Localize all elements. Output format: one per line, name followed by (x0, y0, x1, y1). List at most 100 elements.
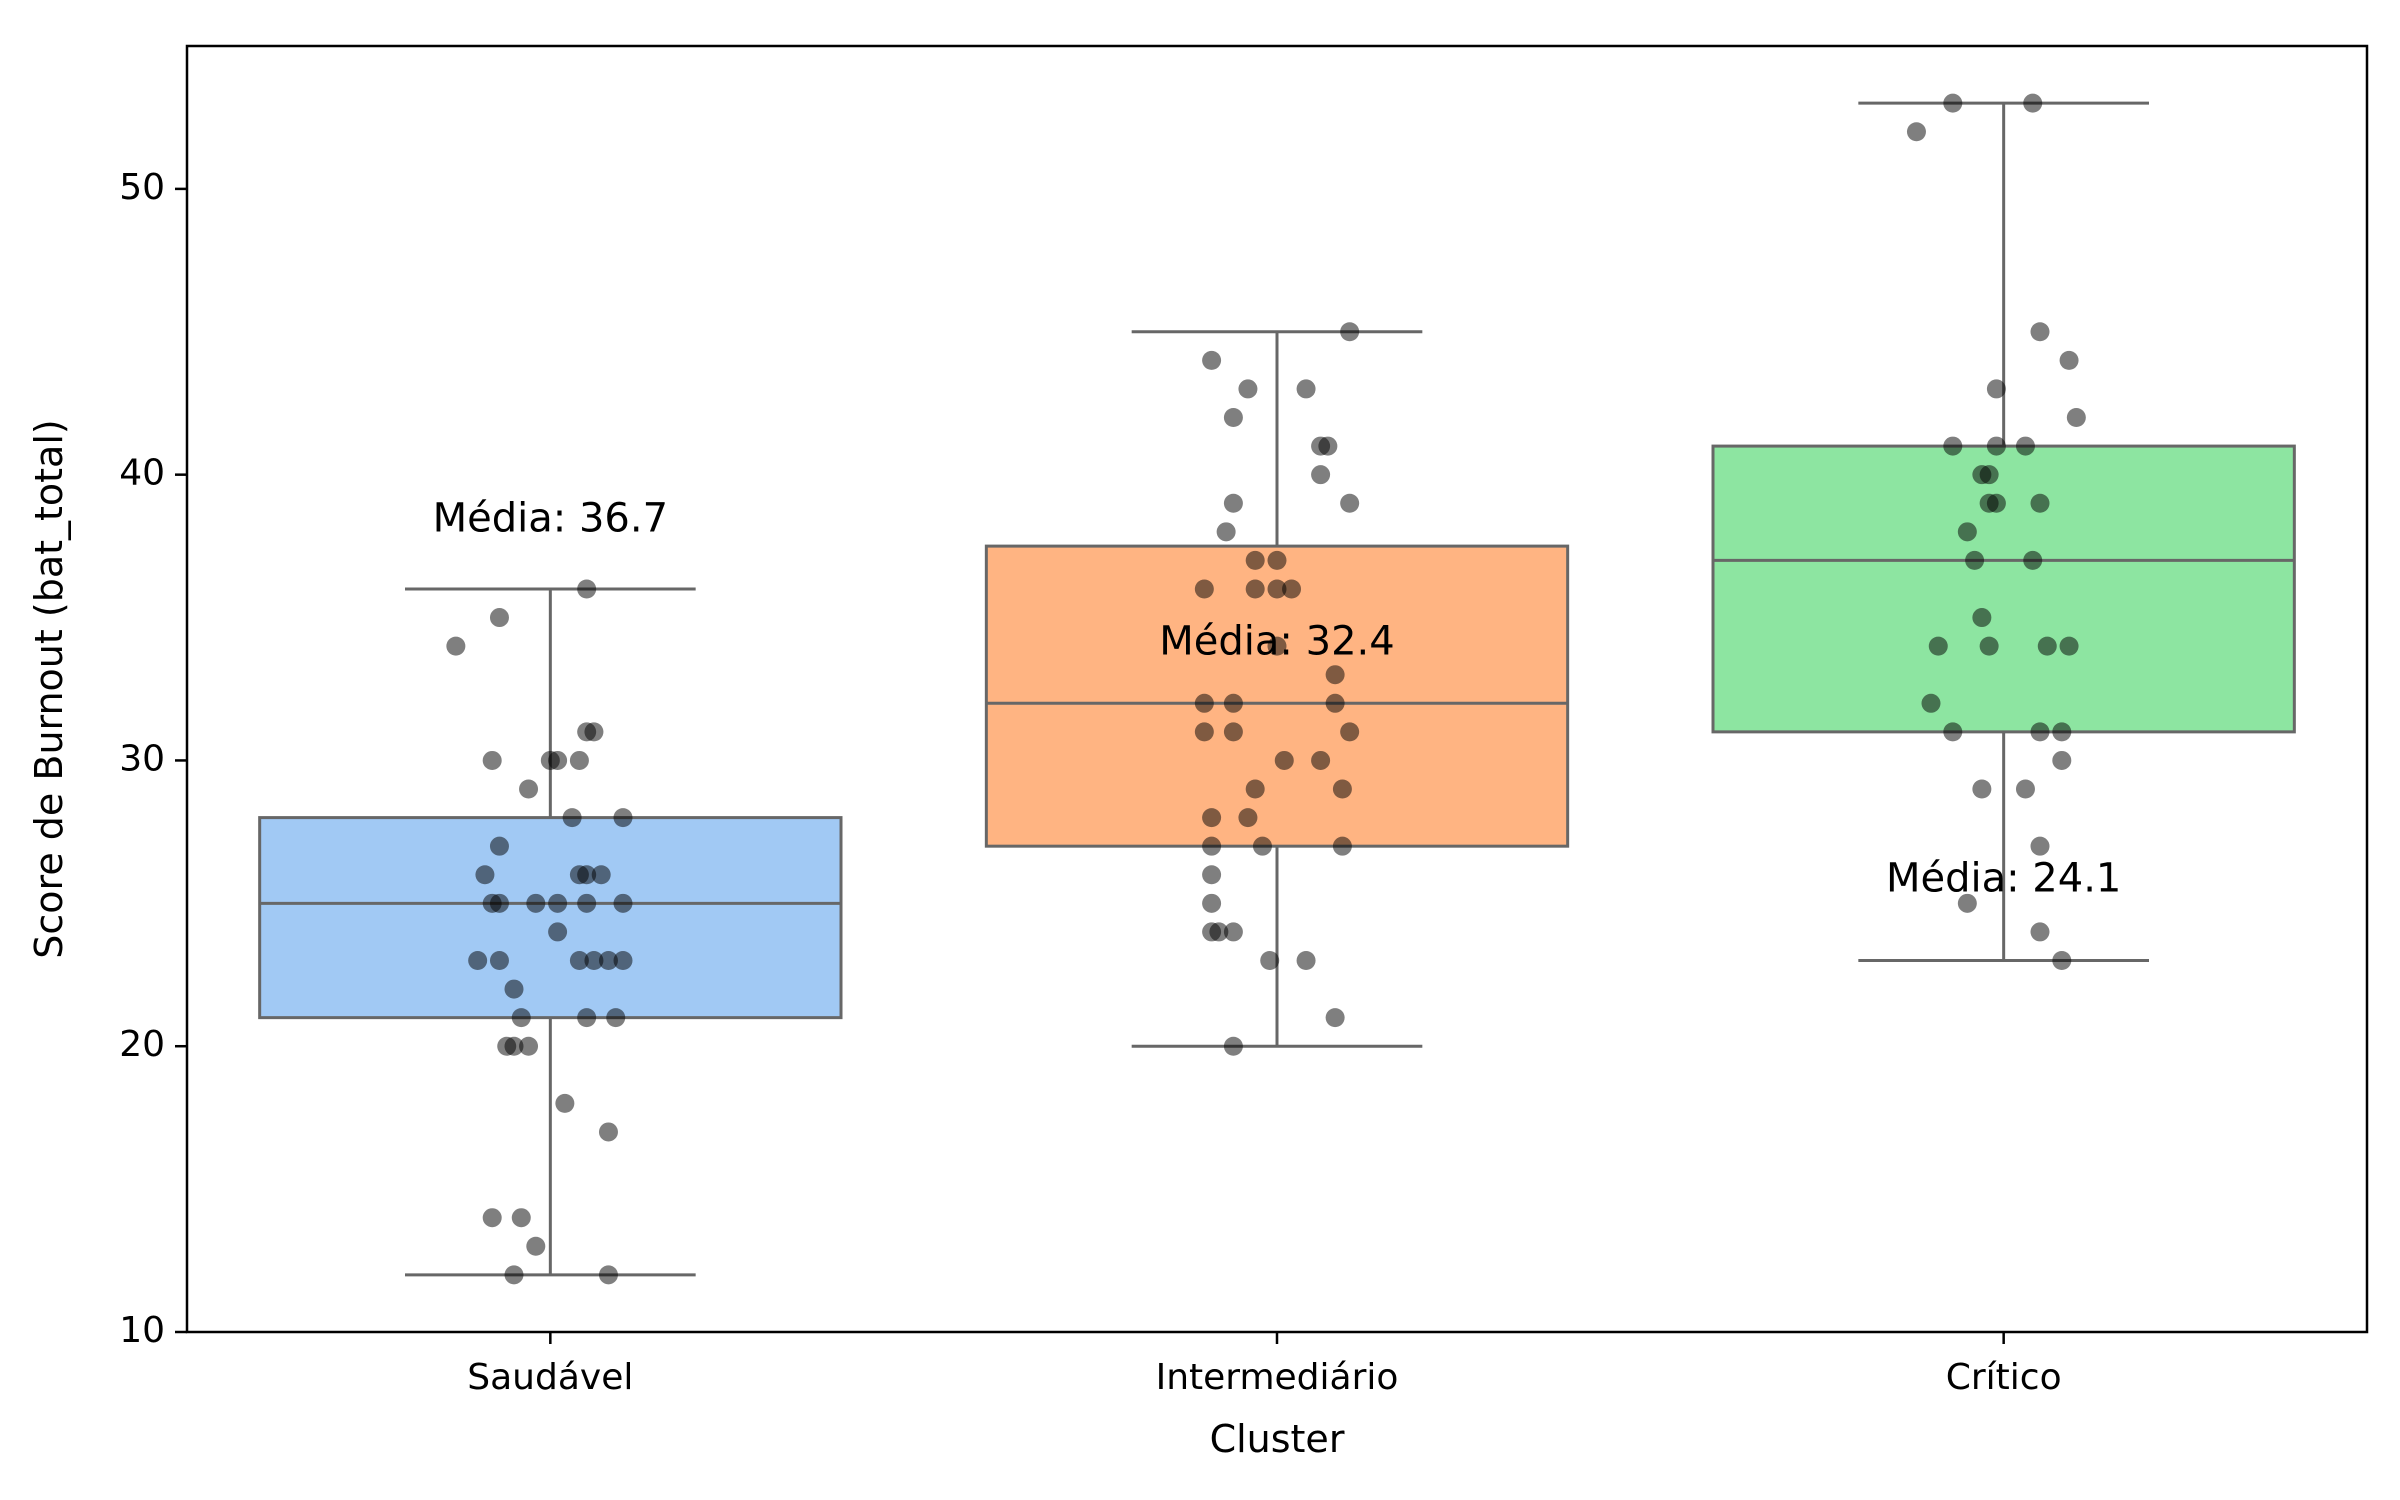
data-point (2030, 722, 2050, 742)
mean-annotation: Média: 36.7 (433, 495, 668, 541)
data-point (489, 950, 509, 970)
data-point (1340, 322, 1360, 342)
data-point (562, 808, 582, 828)
data-point (2030, 322, 2050, 342)
data-point (1267, 579, 1287, 599)
data-point (1340, 493, 1360, 513)
data-point (569, 950, 589, 970)
data-point (1238, 808, 1258, 828)
data-point (1972, 779, 1992, 799)
data-point (482, 750, 502, 770)
data-point (1209, 922, 1229, 942)
data-point (1223, 493, 1243, 513)
data-point (1202, 893, 1222, 913)
x-tick-label: Crítico (1946, 1357, 2062, 1398)
data-point (1202, 808, 1222, 828)
data-point (598, 950, 618, 970)
data-point (1340, 722, 1360, 742)
y-axis: 10 20 30 40 50 (119, 167, 187, 1351)
data-point (1311, 750, 1331, 770)
data-point (1921, 693, 1941, 713)
data-point (511, 1008, 531, 1028)
data-point (1274, 750, 1294, 770)
data-point (555, 1093, 575, 1113)
data-point (2037, 636, 2057, 656)
data-point (519, 1036, 539, 1056)
annotations-layer: Média: 36.7 Média: 32.4 Média: 24.1 (433, 495, 2122, 901)
data-point (2030, 493, 2050, 513)
data-point (584, 950, 604, 970)
data-point (577, 893, 597, 913)
data-point (2052, 750, 2072, 770)
data-point (1245, 550, 1265, 570)
data-point (584, 722, 604, 742)
data-point (504, 1036, 524, 1056)
data-point (526, 893, 546, 913)
iqr-box (1711, 444, 2296, 734)
data-point (504, 979, 524, 999)
data-point (1260, 950, 1280, 970)
data-point (1238, 379, 1258, 399)
y-axis-label: Score de Burnout (bat_total) (27, 419, 71, 958)
data-point (569, 750, 589, 770)
data-point (1223, 1036, 1243, 1056)
data-point (613, 950, 633, 970)
data-point (1245, 779, 1265, 799)
x-tick-label: Saudável (467, 1357, 633, 1398)
data-point (511, 1208, 531, 1228)
data-point (1332, 836, 1352, 856)
data-point (1202, 865, 1222, 885)
x-axis-label: Cluster (1210, 1417, 1345, 1461)
data-point (577, 579, 597, 599)
data-point (1943, 722, 1963, 742)
data-point (1267, 636, 1287, 656)
data-point (598, 1122, 618, 1142)
data-point (1223, 693, 1243, 713)
data-point (1325, 1008, 1345, 1028)
data-point (1943, 93, 1963, 113)
data-point (1986, 379, 2006, 399)
data-point (2023, 550, 2043, 570)
data-point (1282, 579, 1302, 599)
data-point (1906, 122, 1926, 142)
data-point (1986, 493, 2006, 513)
data-point (489, 608, 509, 628)
data-point (548, 922, 568, 942)
x-axis: Saudável Intermediário Crítico (467, 1332, 2062, 1398)
box-2 (1711, 101, 2296, 962)
data-point (613, 808, 633, 828)
y-tick-label: 20 (119, 1024, 165, 1065)
data-point (1318, 436, 1338, 456)
data-point (1267, 550, 1287, 570)
box-0 (258, 587, 843, 1277)
data-point (1194, 722, 1214, 742)
data-point (1252, 836, 1272, 856)
data-point (1311, 465, 1331, 485)
data-point (2023, 93, 2043, 113)
data-point (475, 865, 495, 885)
points-layer (446, 93, 2086, 1285)
data-point (613, 893, 633, 913)
data-point (2066, 408, 2086, 428)
mean-annotation: Média: 24.1 (1886, 855, 2121, 901)
data-point (1965, 550, 1985, 570)
data-point (1245, 579, 1265, 599)
data-point (1979, 636, 1999, 656)
data-point (2015, 779, 2035, 799)
data-point (1957, 522, 1977, 542)
data-point (591, 865, 611, 885)
data-point (1223, 922, 1243, 942)
data-point (1194, 693, 1214, 713)
data-point (1223, 722, 1243, 742)
data-point (2059, 636, 2079, 656)
data-point (1194, 579, 1214, 599)
data-point (1223, 408, 1243, 428)
iqr-box (258, 816, 843, 1020)
data-point (1202, 836, 1222, 856)
data-point (2030, 922, 2050, 942)
data-point (2015, 436, 2035, 456)
data-point (446, 636, 466, 656)
y-tick-label: 30 (119, 738, 165, 779)
data-point (526, 1236, 546, 1256)
